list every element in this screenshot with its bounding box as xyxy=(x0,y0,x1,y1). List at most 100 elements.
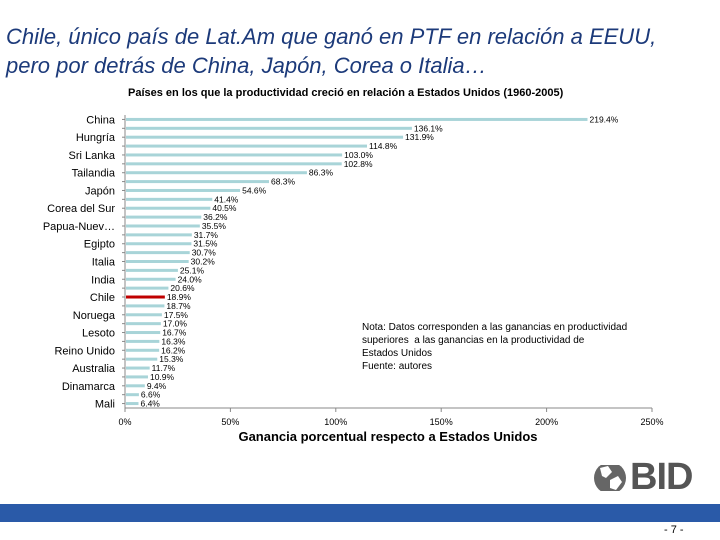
x-tick-label: 200% xyxy=(535,417,558,427)
bar xyxy=(126,171,307,175)
bar xyxy=(126,366,150,370)
page-number: - 7 - xyxy=(664,524,684,536)
category-label: Japón xyxy=(85,185,115,197)
bar xyxy=(126,215,202,219)
data-label: 31.5% xyxy=(193,239,218,249)
bar xyxy=(126,286,169,290)
logo-text: BID xyxy=(630,456,693,498)
bar xyxy=(126,322,161,326)
bar xyxy=(126,251,190,255)
x-tick-label: 150% xyxy=(430,417,453,427)
note-line: Nota: Datos corresponden a las ganancias… xyxy=(362,322,628,333)
x-tick-label: 50% xyxy=(221,417,239,427)
data-label: 131.9% xyxy=(405,132,434,142)
data-label: 136.1% xyxy=(414,123,443,133)
x-axis-label: Ganancia porcentual respecto a Estados U… xyxy=(238,429,537,444)
globe-icon xyxy=(594,462,626,494)
data-label: 18.7% xyxy=(166,301,191,311)
bar xyxy=(126,162,342,166)
x-tick-label: 100% xyxy=(324,417,347,427)
note-line: Fuente: autores xyxy=(362,361,433,372)
bar xyxy=(126,295,165,299)
bar xyxy=(126,277,176,281)
category-label: Egipto xyxy=(84,239,115,251)
data-label: 30.2% xyxy=(191,257,216,267)
data-label: 24.0% xyxy=(178,274,203,284)
bar xyxy=(126,188,241,192)
chart-note: Nota: Datos corresponden a las ganancias… xyxy=(362,321,692,373)
category-label: Lesoto xyxy=(82,328,115,340)
bar xyxy=(126,126,412,130)
bid-logo: BID xyxy=(592,456,704,498)
data-label: 16.2% xyxy=(161,345,186,355)
data-label: 18.9% xyxy=(167,292,192,302)
data-label: 35.5% xyxy=(202,221,227,231)
data-label: 219.4% xyxy=(589,114,618,124)
data-label: 54.6% xyxy=(242,185,267,195)
data-label: 40.5% xyxy=(212,203,237,213)
data-label: 102.8% xyxy=(344,159,373,169)
data-label: 36.2% xyxy=(203,212,228,222)
data-label: 114.8% xyxy=(369,141,398,151)
bar xyxy=(126,304,165,308)
x-tick-label: 0% xyxy=(118,417,131,427)
data-label: 31.7% xyxy=(194,230,219,240)
bar xyxy=(126,331,161,335)
bar xyxy=(126,268,178,272)
bar xyxy=(126,384,145,388)
data-label: 103.0% xyxy=(344,150,373,160)
category-label: Mali xyxy=(95,399,115,411)
category-label: Australia xyxy=(72,363,116,375)
chart-title: Países en los que la productividad creci… xyxy=(128,87,564,99)
slide-title: Chile, único país de Lat.Am que ganó en … xyxy=(6,24,657,78)
bar xyxy=(126,375,148,379)
bar xyxy=(126,224,200,228)
note-line: Estados Unidos xyxy=(362,348,433,359)
data-label: 68.3% xyxy=(271,177,296,187)
category-label: Italia xyxy=(92,257,116,269)
bar xyxy=(126,233,192,237)
category-label: Chile xyxy=(90,292,115,304)
data-label: 15.3% xyxy=(159,354,184,364)
bar xyxy=(126,197,213,201)
bar xyxy=(126,242,192,246)
data-label: 10.9% xyxy=(150,372,175,382)
data-label: 17.0% xyxy=(163,319,188,329)
data-label: 30.7% xyxy=(192,248,217,258)
x-tick-label: 250% xyxy=(640,417,663,427)
category-label: China xyxy=(86,114,116,126)
bar xyxy=(126,339,160,343)
category-label: Papua-Nuev… xyxy=(43,221,115,233)
category-label: Noruega xyxy=(73,310,116,322)
bar xyxy=(126,348,160,352)
data-label: 86.3% xyxy=(309,168,334,178)
category-label: Corea del Sur xyxy=(47,203,115,215)
bar xyxy=(126,144,367,148)
data-label: 17.5% xyxy=(164,310,189,320)
data-label: 20.6% xyxy=(170,283,195,293)
bar xyxy=(126,180,269,184)
bar xyxy=(126,393,139,397)
category-label: Reino Unido xyxy=(54,345,115,357)
note-line: superiores a las ganancias en la product… xyxy=(362,335,585,346)
data-label: 41.4% xyxy=(214,194,239,204)
chart-bars xyxy=(126,117,588,406)
category-label: Hungría xyxy=(76,132,116,144)
bar xyxy=(126,260,189,263)
category-label: Dinamarca xyxy=(62,381,116,393)
data-label: 16.3% xyxy=(161,336,186,346)
bar xyxy=(126,313,162,317)
bar xyxy=(126,206,211,210)
data-label: 6.6% xyxy=(141,390,161,400)
category-label: India xyxy=(91,274,116,286)
data-label: 16.7% xyxy=(162,328,187,338)
category-label: Tailandia xyxy=(72,168,116,180)
bar xyxy=(126,402,139,406)
bar xyxy=(126,357,158,361)
category-label: Sri Lanka xyxy=(69,150,116,162)
footer-bar xyxy=(0,504,720,522)
data-label: 25.1% xyxy=(180,265,205,275)
bar xyxy=(126,117,588,121)
data-label: 11.7% xyxy=(152,363,176,373)
